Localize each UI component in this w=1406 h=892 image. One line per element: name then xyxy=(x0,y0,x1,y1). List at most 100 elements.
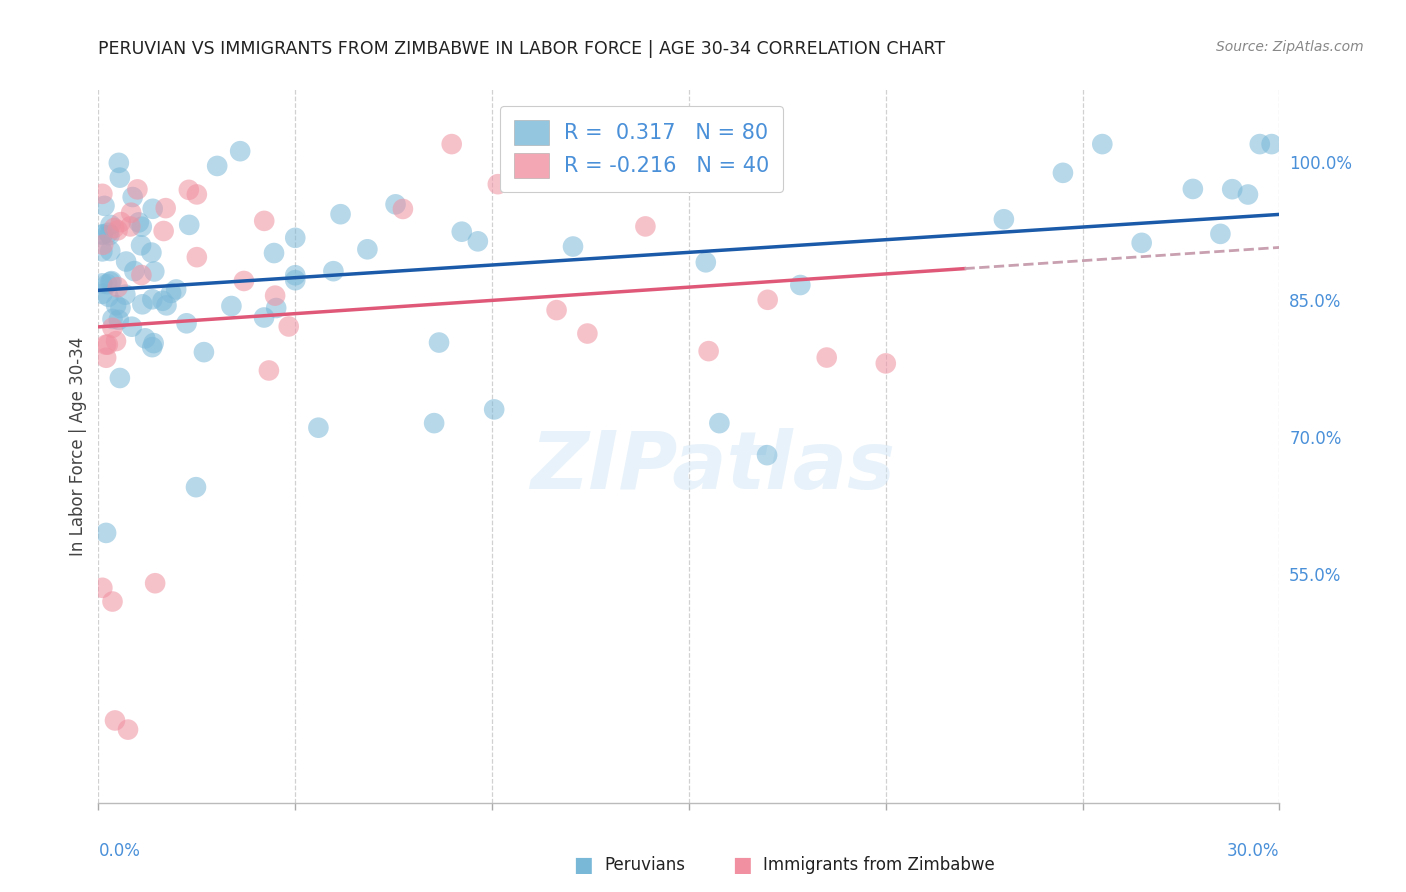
Point xyxy=(482,402,505,417)
Point xyxy=(284,231,307,245)
Point xyxy=(165,283,187,297)
Point xyxy=(91,244,114,259)
Point xyxy=(98,228,121,243)
Point xyxy=(143,576,166,591)
Point xyxy=(141,293,163,307)
Point xyxy=(100,274,122,288)
Point xyxy=(322,264,344,278)
Text: Source: ZipAtlas.com: Source: ZipAtlas.com xyxy=(1216,40,1364,54)
Point xyxy=(120,219,142,234)
Point xyxy=(284,273,307,287)
Point xyxy=(101,594,124,608)
Point xyxy=(277,319,299,334)
Point xyxy=(253,214,276,228)
Point xyxy=(91,237,114,252)
Point xyxy=(101,320,124,334)
Point xyxy=(1052,166,1074,180)
Point xyxy=(186,187,208,202)
Point xyxy=(232,274,254,288)
Text: 0.0%: 0.0% xyxy=(98,842,141,860)
Point xyxy=(576,326,599,341)
Point xyxy=(257,363,280,377)
Text: 30.0%: 30.0% xyxy=(1227,842,1279,860)
Point xyxy=(94,525,117,540)
Point xyxy=(107,223,129,237)
Point xyxy=(101,312,124,326)
Point xyxy=(115,254,138,268)
Point xyxy=(709,416,731,430)
Point xyxy=(184,480,207,494)
Text: ■: ■ xyxy=(733,855,752,875)
Point xyxy=(107,280,129,294)
Point xyxy=(120,205,142,219)
Point xyxy=(141,245,163,260)
Point xyxy=(97,290,120,304)
Point xyxy=(695,255,717,269)
Point xyxy=(124,264,146,278)
Point xyxy=(91,227,114,242)
Point xyxy=(1220,182,1243,196)
Text: Immigrants from Zimbabwe: Immigrants from Zimbabwe xyxy=(763,856,995,874)
Point xyxy=(91,227,114,242)
Point xyxy=(789,278,811,293)
Point xyxy=(356,242,378,256)
Point xyxy=(756,448,779,462)
Legend: R =  0.317   N = 80, R = -0.216   N = 40: R = 0.317 N = 80, R = -0.216 N = 40 xyxy=(501,106,783,192)
Text: Peruvians: Peruvians xyxy=(605,856,686,874)
Point xyxy=(264,301,287,315)
Point xyxy=(423,416,446,430)
Point xyxy=(634,219,657,234)
Point xyxy=(546,303,568,318)
Point xyxy=(105,298,128,312)
Point xyxy=(143,264,166,278)
Point xyxy=(131,219,153,234)
Point xyxy=(121,190,143,204)
Point xyxy=(1209,227,1232,241)
Point xyxy=(815,351,838,365)
Point xyxy=(450,225,472,239)
Point xyxy=(100,218,122,232)
Point xyxy=(263,246,285,260)
Point xyxy=(152,293,174,308)
Point xyxy=(94,337,117,351)
Point xyxy=(108,170,131,185)
Point xyxy=(1130,235,1153,250)
Point xyxy=(562,239,585,253)
Point xyxy=(427,335,450,350)
Point xyxy=(104,714,127,728)
Point xyxy=(100,275,122,289)
Point xyxy=(1091,137,1114,152)
Point xyxy=(110,215,132,229)
Point xyxy=(142,336,165,351)
Point xyxy=(107,313,129,327)
Point xyxy=(179,218,201,232)
Point xyxy=(128,215,150,229)
Point xyxy=(221,299,243,313)
Point xyxy=(229,144,252,158)
Point xyxy=(97,337,120,351)
Point xyxy=(160,285,183,300)
Point xyxy=(152,224,174,238)
Point xyxy=(98,244,121,258)
Point xyxy=(117,723,139,737)
Point xyxy=(96,277,118,292)
Point xyxy=(177,183,200,197)
Point xyxy=(155,201,177,215)
Point xyxy=(131,268,153,282)
Point xyxy=(141,340,163,354)
Point xyxy=(93,199,115,213)
Text: PERUVIAN VS IMMIGRANTS FROM ZIMBABWE IN LABOR FORCE | AGE 30-34 CORRELATION CHAR: PERUVIAN VS IMMIGRANTS FROM ZIMBABWE IN … xyxy=(98,40,946,58)
Point xyxy=(134,331,156,345)
Point xyxy=(108,371,131,385)
Point xyxy=(97,226,120,240)
Point xyxy=(193,345,215,359)
Point xyxy=(467,235,489,249)
Point xyxy=(329,207,352,221)
Point xyxy=(103,221,125,235)
Point xyxy=(307,420,329,434)
Point xyxy=(131,297,153,311)
Point xyxy=(91,277,114,291)
Y-axis label: In Labor Force | Age 30-34: In Labor Force | Age 30-34 xyxy=(69,336,87,556)
Point xyxy=(440,137,463,152)
Point xyxy=(110,301,132,315)
